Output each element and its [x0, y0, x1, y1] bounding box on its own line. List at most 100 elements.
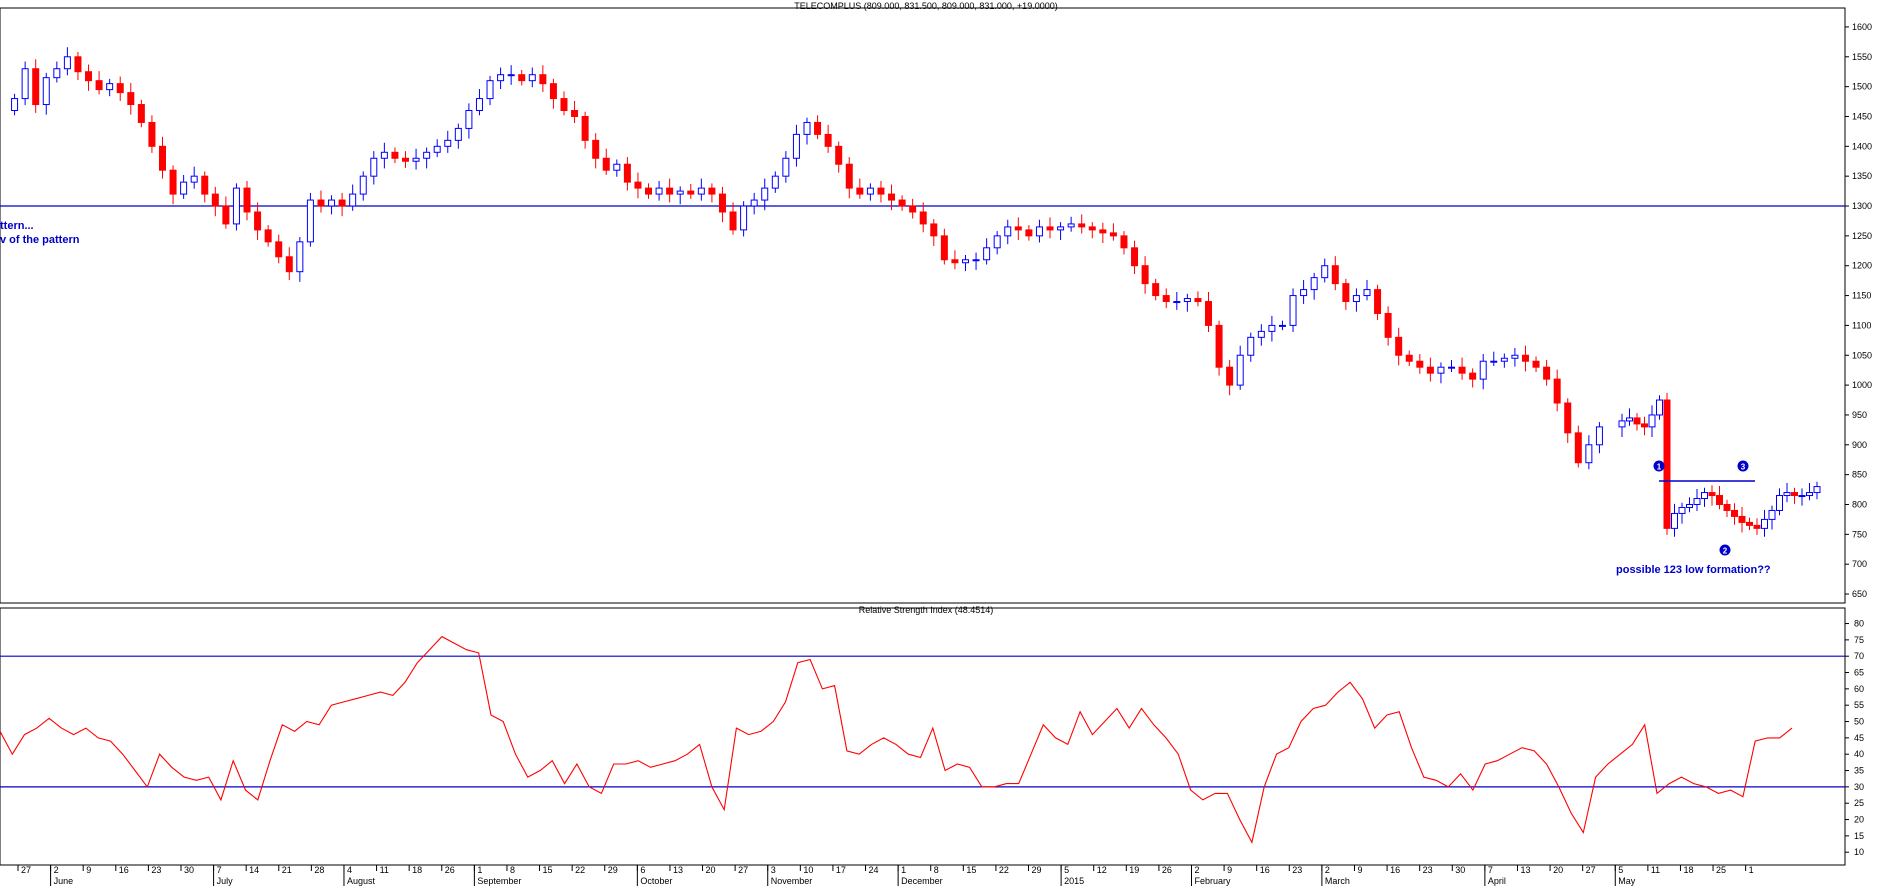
candle — [275, 234, 283, 264]
price-y-tick-label: 1350 — [1852, 171, 1872, 181]
candle — [993, 231, 1001, 255]
candle — [1806, 483, 1813, 501]
rsi-y-tick-label: 25 — [1854, 798, 1864, 808]
candle — [1678, 502, 1686, 524]
candle — [1686, 497, 1693, 513]
rsi-y-tick-label: 80 — [1854, 619, 1864, 629]
candle — [1035, 219, 1043, 243]
x-day-label: 25 — [1716, 865, 1726, 875]
candle — [1738, 506, 1746, 533]
candle — [1490, 351, 1498, 366]
candle — [1183, 293, 1191, 312]
annotation-pattern-2: v of the pattern — [0, 234, 80, 246]
x-day-label: 19 — [1129, 865, 1139, 875]
x-day-label: 20 — [706, 865, 716, 875]
rsi-panel-frame — [0, 607, 1846, 866]
candle — [1731, 503, 1738, 525]
x-month-label: June — [54, 876, 74, 886]
candle — [1268, 315, 1276, 342]
candle — [708, 183, 716, 203]
x-day-label: 9 — [1227, 865, 1232, 875]
x-day-label: 1 — [901, 865, 906, 875]
svg-text:2: 2 — [1723, 547, 1728, 556]
x-month-label: August — [347, 876, 376, 886]
candle — [349, 184, 357, 211]
price-y-tick-label: 700 — [1852, 559, 1867, 569]
candle — [254, 202, 262, 241]
x-day-label: 30 — [184, 865, 194, 875]
candle — [1416, 354, 1424, 374]
candle — [74, 52, 82, 81]
candle — [740, 201, 748, 237]
candle — [380, 142, 388, 169]
x-axis: 27 2 9 16 23 30 7 14 21 28 4 11 18 26 1 8 15 22 29 6 13 20 27 3… — [17, 865, 1754, 886]
candle — [1532, 356, 1540, 372]
candle — [444, 130, 452, 153]
candle — [1321, 258, 1329, 283]
candle — [127, 83, 135, 115]
rsi-line — [0, 635, 1793, 844]
candle — [1141, 256, 1149, 294]
candle — [1352, 288, 1360, 312]
candle — [1448, 360, 1456, 372]
price-y-tick-label: 1500 — [1852, 82, 1872, 92]
candle — [1162, 288, 1170, 309]
x-day-label: 2 — [54, 865, 59, 875]
candle — [1099, 222, 1107, 244]
price-candles — [11, 47, 1821, 537]
candle — [1078, 214, 1086, 234]
candle — [1236, 345, 1244, 390]
candle — [1500, 353, 1508, 368]
candle — [433, 139, 441, 158]
candle — [359, 171, 367, 201]
candle — [1226, 360, 1234, 396]
candle — [190, 166, 198, 189]
candle — [1426, 357, 1434, 382]
candle — [1768, 505, 1776, 530]
candle — [1025, 225, 1033, 241]
rsi-y-tick-label: 10 — [1854, 847, 1864, 857]
candle — [983, 238, 991, 265]
candle — [1813, 481, 1821, 500]
svg-text:3: 3 — [1741, 463, 1746, 472]
x-day-label: 27 — [738, 865, 748, 875]
candle — [1331, 256, 1339, 291]
candle — [866, 183, 874, 201]
x-day-label: 5 — [1618, 865, 1623, 875]
x-day-label: 30 — [1455, 865, 1465, 875]
candle — [1656, 395, 1663, 420]
candle — [1004, 219, 1012, 245]
candle — [571, 100, 579, 124]
candle — [423, 147, 431, 169]
candle — [1109, 223, 1117, 241]
candle — [919, 202, 927, 233]
candle — [1761, 509, 1768, 537]
x-month-label: September — [477, 876, 521, 886]
candle — [1776, 488, 1783, 516]
candle — [592, 133, 600, 169]
rsi-y-tick-label: 35 — [1854, 766, 1864, 776]
candle — [1641, 416, 1648, 436]
candle — [317, 190, 325, 213]
price-y-tick-label: 1100 — [1852, 320, 1871, 330]
x-day-label: 15 — [966, 865, 976, 875]
x-day-label: 29 — [608, 865, 618, 875]
candle — [898, 195, 906, 211]
candle — [232, 183, 240, 231]
x-day-label: 16 — [119, 865, 129, 875]
candle — [465, 103, 473, 139]
candle — [750, 192, 758, 215]
candle — [1783, 483, 1791, 503]
candle — [1553, 369, 1561, 412]
candle — [602, 148, 610, 175]
candle — [116, 76, 124, 101]
candle — [1701, 487, 1708, 507]
x-day-label: 24 — [869, 865, 879, 875]
candle — [1057, 222, 1065, 241]
x-day-label: 15 — [543, 865, 553, 875]
candle — [1014, 217, 1022, 241]
x-day-label: 5 — [1064, 865, 1069, 875]
candle — [21, 61, 29, 106]
x-day-label: 7 — [217, 865, 222, 875]
rsi-y-tick-label: 45 — [1854, 733, 1864, 743]
